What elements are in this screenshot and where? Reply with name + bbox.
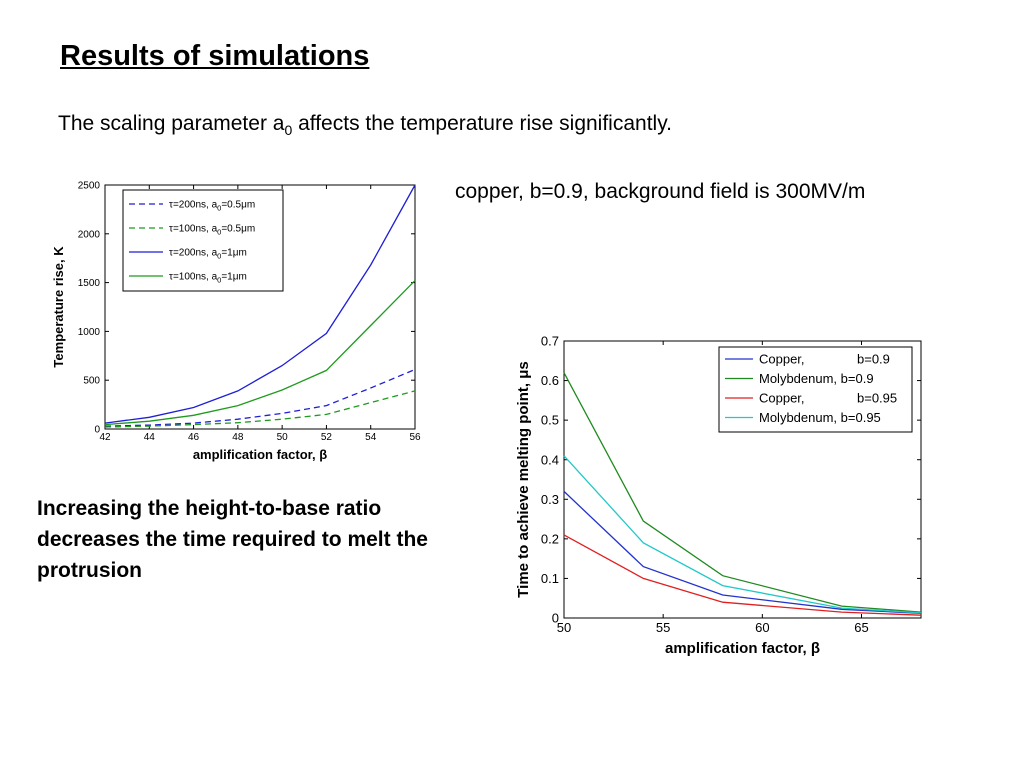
y-tick-label: 2500 — [78, 181, 101, 192]
legend-label-1: Copper, — [759, 352, 805, 367]
y-axis-label: Temperature rise, K — [51, 246, 66, 368]
legend-label-3: Copper, — [759, 391, 805, 406]
subtitle-text-post: affects the temperature rise significant… — [292, 112, 672, 135]
y-tick-label: 0.5 — [541, 413, 559, 428]
x-tick-label: 46 — [188, 432, 200, 443]
x-tick-label: 52 — [321, 432, 333, 443]
subtitle-subscript: 0 — [284, 122, 293, 139]
x-tick-label: 56 — [409, 432, 421, 443]
series-line-3 — [104, 184, 416, 424]
y-tick-label: 1500 — [78, 278, 101, 289]
x-tick-label: 54 — [365, 432, 377, 443]
x-tick-label: 44 — [144, 432, 156, 443]
subtitle-text-pre: The scaling parameter a — [58, 112, 285, 135]
y-tick-label: 2000 — [78, 229, 101, 240]
legend-label-2: τ=100ns, a0=0.5μm — [169, 224, 255, 237]
legend-value-1: b=0.9 — [857, 352, 890, 367]
legend-label-4: τ=100ns, a0=1μm — [169, 272, 247, 285]
x-tick-label: 55 — [656, 620, 670, 635]
y-tick-label: 500 — [83, 376, 100, 387]
series-line-2 — [563, 372, 922, 613]
series-line-4 — [104, 280, 416, 426]
series-line-1 — [563, 490, 922, 614]
legend-label-4: Molybdenum, b=0.95 — [759, 410, 881, 425]
legend-label-2: Molybdenum, b=0.9 — [759, 371, 874, 386]
x-tick-label: 60 — [755, 620, 769, 635]
x-tick-label: 42 — [99, 432, 111, 443]
series-line-3 — [563, 534, 922, 616]
x-tick-label: 48 — [232, 432, 244, 443]
legend-label-3: τ=200ns, a0=1μm — [169, 248, 247, 261]
x-tick-label: 50 — [277, 432, 289, 443]
y-axis-label: Time to achieve melting point, μs — [515, 361, 532, 597]
y-tick-label: 0.1 — [541, 571, 559, 586]
legend-label-1: τ=200ns, a0=0.5μm — [169, 200, 255, 213]
x-axis-label: amplification factor, β — [193, 447, 327, 462]
y-tick-label: 1000 — [78, 327, 101, 338]
x-tick-label: 65 — [854, 620, 868, 635]
slide-subtitle: The scaling parameter a0 affects the tem… — [58, 112, 672, 138]
y-tick-label: 0.3 — [541, 492, 559, 507]
y-tick-label: 0 — [552, 611, 559, 626]
x-tick-label: 50 — [557, 620, 571, 635]
x-axis-label: amplification factor, β — [665, 640, 820, 657]
y-tick-label: 0.7 — [541, 334, 559, 349]
y-tick-label: 0.4 — [541, 452, 559, 467]
y-tick-label: 0.6 — [541, 373, 559, 388]
legend-value-3: b=0.95 — [857, 391, 897, 406]
chart-note: copper, b=0.9, background field is 300MV… — [455, 180, 866, 203]
y-tick-label: 0 — [94, 425, 100, 436]
series-line-1 — [104, 368, 416, 427]
conclusion-text: Increasing the height-to-base ratio decr… — [37, 497, 428, 582]
series-line-2 — [104, 390, 416, 428]
y-tick-label: 0.2 — [541, 531, 559, 546]
series-line-4 — [563, 455, 922, 614]
slide-title: Results of simulations — [60, 40, 370, 72]
legend-box — [122, 189, 284, 292]
